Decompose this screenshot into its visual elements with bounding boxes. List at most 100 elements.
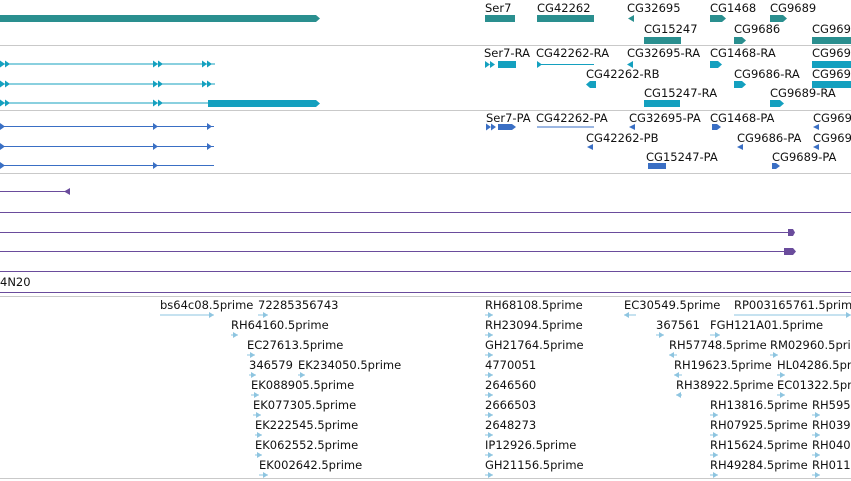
protein-label[interactable]: CG15247-PA (646, 150, 718, 164)
protein-label[interactable]: CG1468-PA (710, 111, 775, 125)
est-arrow (256, 412, 261, 418)
gene-feature[interactable] (537, 15, 594, 22)
gene-label[interactable]: Ser7 (485, 1, 512, 15)
est-label[interactable]: 2666503 (485, 398, 537, 412)
est-label[interactable]: EC01322.5prime (777, 378, 851, 392)
exon-arrow (5, 80, 10, 88)
est-label[interactable]: RH595 (812, 398, 851, 412)
mrna-label[interactable]: CG969 (812, 46, 851, 60)
est-arrow (488, 352, 493, 358)
est-label[interactable]: 367561 (656, 318, 700, 332)
gene-feature[interactable] (710, 15, 726, 22)
mrna-label[interactable]: CG42262-RB (586, 67, 660, 81)
gene-label[interactable]: CG42262 (537, 1, 591, 15)
est-label[interactable]: EK062552.5prime (255, 438, 359, 452)
exon-arrow (207, 143, 212, 150)
est-label[interactable]: RH011 (812, 458, 851, 472)
est-arrow (263, 472, 268, 478)
gene-feature[interactable] (0, 15, 320, 22)
protein-label[interactable]: CG969 (813, 111, 851, 125)
est-label[interactable]: RH039 (812, 418, 851, 432)
mrna-feature[interactable] (498, 61, 516, 68)
est-label[interactable]: RH68108.5prime (485, 298, 583, 312)
protein-label[interactable]: Ser7-PA (486, 111, 531, 125)
mrna-feature[interactable] (812, 81, 851, 88)
est-label[interactable]: EK222545.5prime (255, 418, 359, 432)
gene-label[interactable]: CG9689 (770, 1, 817, 15)
est-label[interactable]: EC30549.5prime (624, 298, 721, 312)
est-label[interactable]: RP003165761.5prime (734, 298, 851, 312)
gene-feature[interactable] (485, 15, 515, 22)
alignment-label[interactable]: 4N20 (0, 275, 31, 289)
est-label[interactable]: RH13816.5prime (710, 398, 808, 412)
est-label[interactable]: EK088905.5prime (251, 378, 355, 392)
mrna-label[interactable]: CG32695-RA (627, 46, 701, 60)
est-arrow (488, 452, 493, 458)
est-label[interactable]: 4770051 (485, 358, 537, 372)
est-label[interactable]: 2648273 (485, 418, 537, 432)
mrna-label[interactable]: CG42262-RA (536, 46, 610, 60)
protein-label[interactable]: CG9689-PA (772, 150, 837, 164)
est-label[interactable]: EK077305.5prime (253, 398, 357, 412)
est-label[interactable]: RH57748.5prime (669, 338, 767, 352)
est-label[interactable]: EC27613.5prime (247, 338, 344, 352)
est-arrow (815, 412, 820, 418)
est-label[interactable]: IP12926.5prime (485, 438, 577, 452)
est-label[interactable]: RH64160.5prime (231, 318, 329, 332)
gene-label[interactable]: CG9686 (734, 22, 781, 36)
gene-feature[interactable] (644, 37, 681, 44)
est-label[interactable]: 72285356743 (258, 298, 339, 312)
exon-arrow (207, 80, 212, 88)
est-label[interactable]: GH21156.5prime (485, 458, 584, 472)
est-label[interactable]: EK002642.5prime (259, 458, 363, 472)
est-label[interactable]: RM02960.5prime (770, 338, 851, 352)
mrna-label[interactable]: CG9686-RA (734, 67, 800, 81)
est-label[interactable]: EK234050.5prime (298, 358, 402, 372)
est-label[interactable]: RH15624.5prime (710, 438, 808, 452)
est-label[interactable]: 2646560 (485, 378, 537, 392)
exon-arrow (0, 143, 5, 150)
est-label[interactable]: HL04286.5prime (777, 358, 851, 372)
gene-feature[interactable] (770, 15, 787, 22)
est-arrow (488, 372, 493, 378)
est-label[interactable]: bs64c08.5prime (160, 298, 254, 312)
gene-feature[interactable] (734, 37, 746, 44)
est-label[interactable]: RH23094.5prime (485, 318, 583, 332)
gene-feature[interactable] (812, 37, 851, 44)
gene-label[interactable]: CG969 (812, 22, 851, 36)
est-label[interactable]: GH21764.5prime (485, 338, 584, 352)
est-label[interactable]: RH19623.5prime (674, 358, 772, 372)
est-label[interactable]: 346579 (249, 358, 293, 372)
mrna-label[interactable]: CG9689-RA (770, 86, 836, 100)
est-label[interactable]: RH040 (812, 438, 851, 452)
mrna-label[interactable]: CG15247-RA (644, 86, 718, 100)
est-arrow (815, 452, 820, 458)
protein-feature[interactable] (498, 124, 512, 130)
mrna-feature[interactable] (590, 81, 596, 88)
est-label[interactable]: FGH121A01.5prime (710, 318, 824, 332)
protein-label[interactable]: CG969 (813, 131, 851, 145)
gene-feature[interactable] (628, 15, 634, 22)
est-arrow (488, 432, 493, 438)
exon-arrow (491, 123, 496, 131)
mrna-label[interactable]: CG1468-RA (710, 46, 776, 60)
est-arrow (715, 332, 720, 338)
gene-label[interactable]: CG32695 (627, 1, 681, 15)
protein-label[interactable]: CG42262-PB (586, 131, 659, 145)
protein-label[interactable]: CG42262-PA (536, 111, 608, 125)
protein-label[interactable]: CG32695-PA (629, 111, 701, 125)
est-label[interactable]: RH49284.5prime (710, 458, 808, 472)
est-label[interactable]: RH07925.5prime (710, 418, 808, 432)
mrna-feature[interactable] (812, 61, 851, 68)
gene-label[interactable]: CG15247 (644, 22, 698, 36)
est-label[interactable]: RH38922.5prime (676, 378, 774, 392)
mrna-feature[interactable] (644, 100, 680, 107)
mrna-label[interactable]: Ser7-RA (484, 46, 530, 60)
exon-arrow (158, 60, 163, 68)
mrna-label[interactable]: CG969 (812, 67, 851, 81)
gene-label[interactable]: CG1468 (710, 1, 757, 15)
mrna-feature[interactable] (208, 100, 316, 107)
exon-arrow (158, 80, 163, 88)
protein-feature[interactable] (648, 163, 666, 169)
protein-label[interactable]: CG9686-PA (737, 131, 802, 145)
